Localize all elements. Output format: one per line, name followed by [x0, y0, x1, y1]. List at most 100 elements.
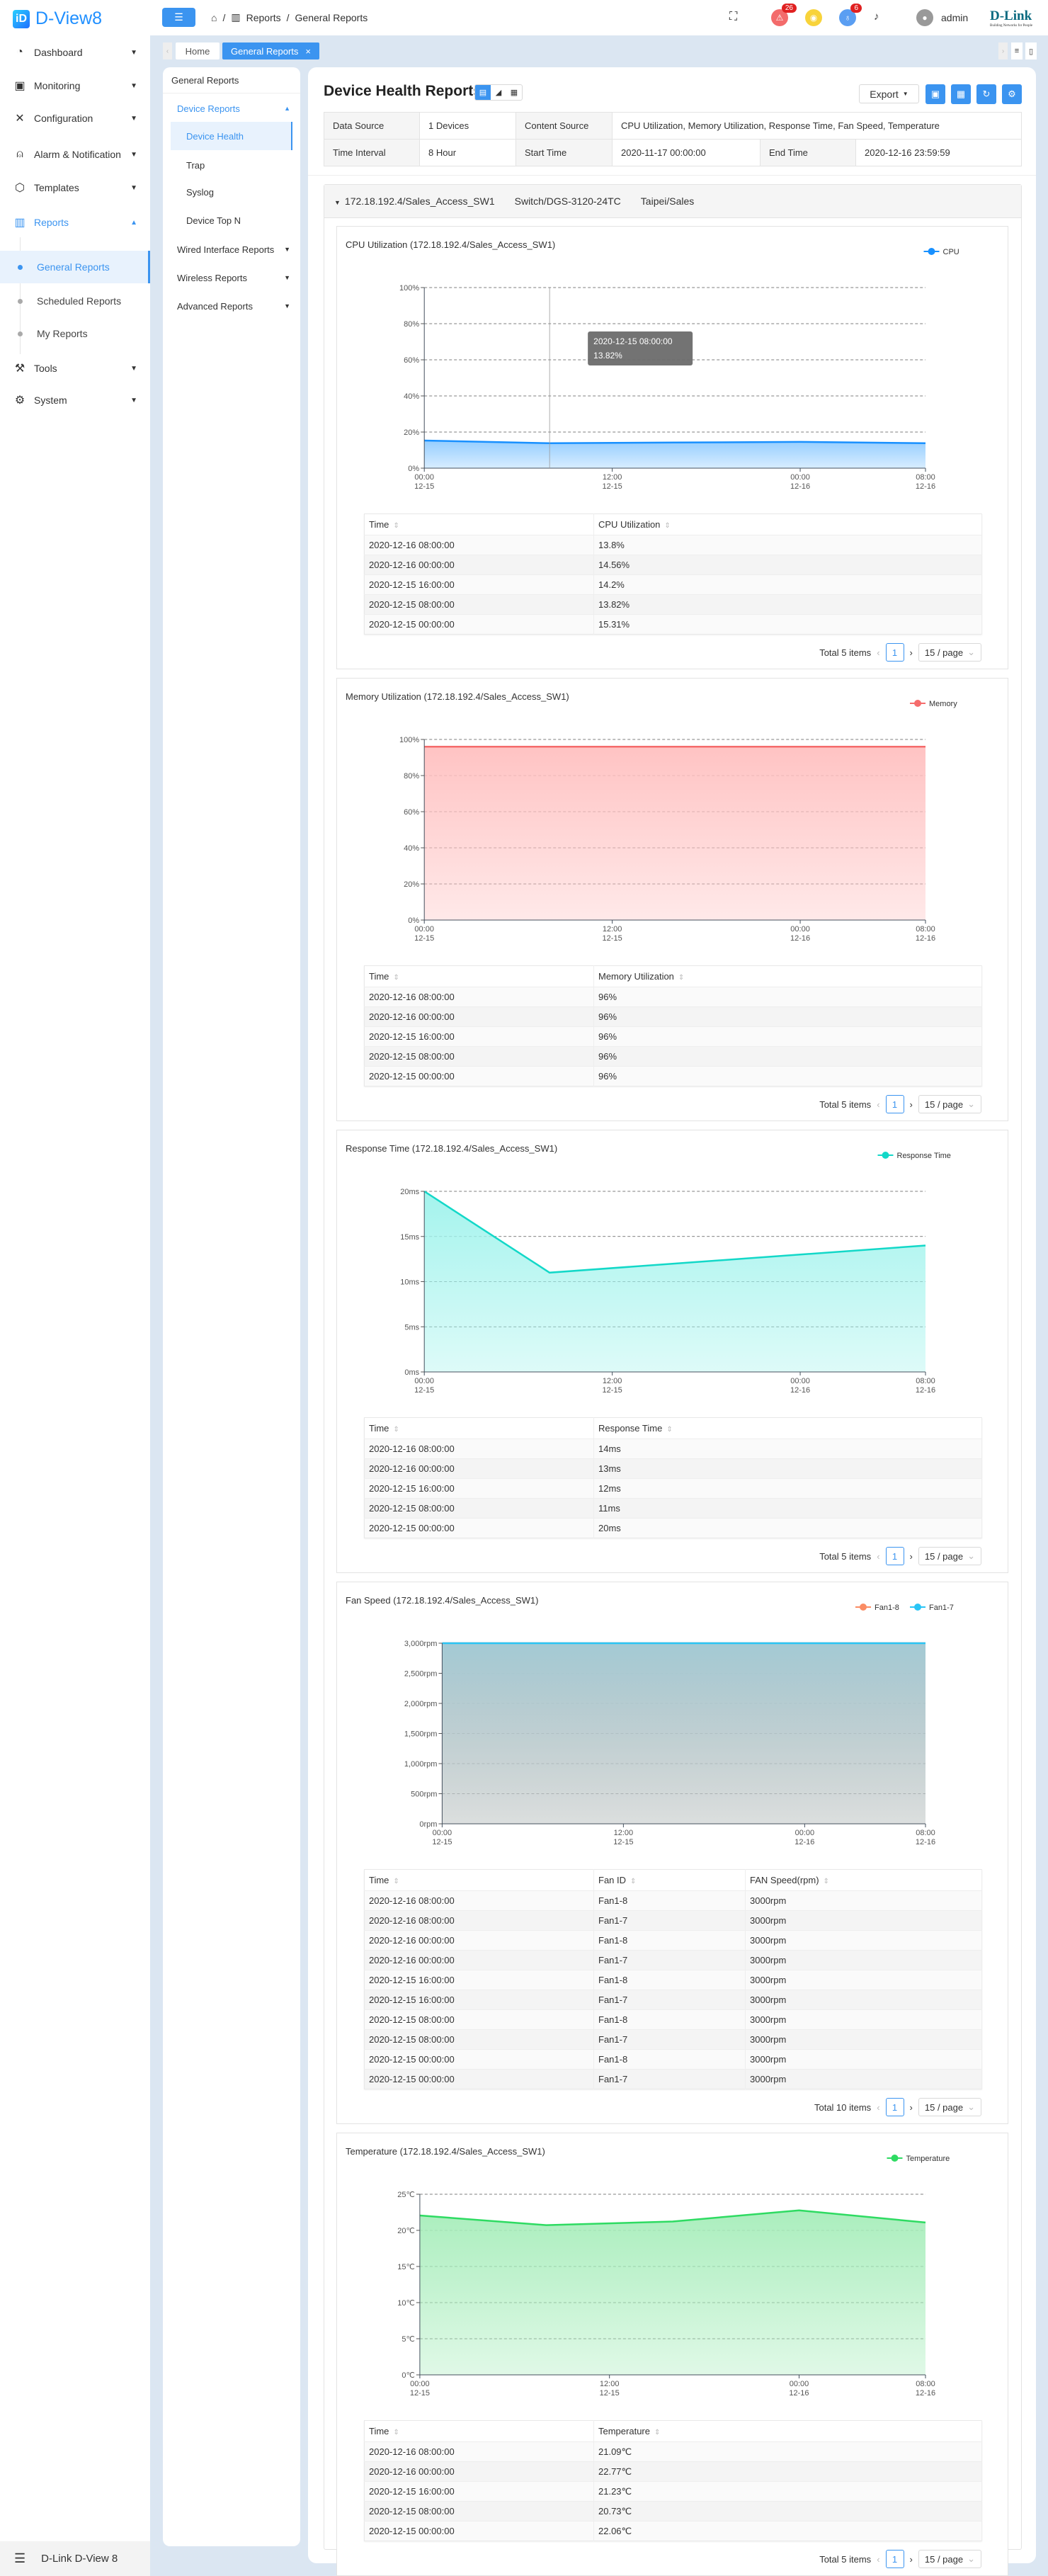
fullscreen-icon[interactable]: ⛶	[729, 11, 738, 23]
sidebar-item-scheduled-reports[interactable]: Scheduled Reports	[0, 285, 150, 317]
collapse-menu-icon[interactable]: ☰	[14, 2551, 26, 2565]
next-page-button[interactable]: ›	[909, 1550, 913, 1562]
home-icon[interactable]: ⌂	[211, 11, 217, 23]
next-page-button[interactable]: ›	[909, 647, 913, 658]
prev-page-button[interactable]: ‹	[877, 1550, 880, 1562]
column-header[interactable]: Response Time ⇕	[593, 1417, 982, 1439]
close-all-tabs-icon[interactable]: ▯	[1025, 42, 1037, 59]
sidebar-item-monitoring[interactable]: ▣ Monitoring ▼	[0, 72, 150, 100]
sidebar-item-tools[interactable]: ⚒ Tools ▼	[0, 354, 150, 382]
sort-icon[interactable]: ⇕	[393, 2429, 399, 2436]
sidebar-item-alarm-notification[interactable]: ⍝ Alarm & Notification ▼	[0, 140, 150, 169]
sort-icon[interactable]: ⇕	[630, 1878, 637, 1885]
column-header[interactable]: Time ⇕	[364, 1417, 594, 1439]
sidebar-item-dashboard[interactable]: ◔ Dashboard ▼	[0, 38, 150, 67]
column-header[interactable]: CPU Utilization ⇕	[593, 514, 982, 535]
sidebar-item-templates[interactable]: ⬡ Templates ▼	[0, 174, 150, 202]
page-size-select[interactable]: 15 / page ⌄	[918, 2098, 981, 2116]
info-bulb-icon[interactable]: ♁ 6	[839, 4, 862, 26]
column-header[interactable]: Fan ID ⇕	[593, 1869, 746, 1891]
next-page-button[interactable]: ›	[909, 2101, 913, 2113]
sidebar-item-label: Monitoring	[34, 80, 81, 91]
tabs-menu-icon[interactable]: ≡	[1011, 42, 1023, 59]
column-header[interactable]: Memory Utilization ⇕	[593, 965, 982, 987]
export-dropdown[interactable]: Export ▼	[859, 84, 919, 103]
table-cell: Fan1-7	[593, 1950, 746, 1970]
sidebar-item-system[interactable]: ⚙ System ▼	[0, 386, 150, 414]
tabs-scroll-right-button[interactable]: ›	[998, 42, 1008, 59]
close-icon[interactable]: ×	[305, 45, 311, 57]
chevron-down-icon: ▼	[130, 183, 137, 192]
subnav-item-device-health[interactable]: Device Health	[171, 122, 292, 150]
x-tick-label-time: 08:00	[916, 925, 935, 934]
sort-icon[interactable]: ⇕	[666, 1426, 673, 1434]
subnav-group-advanced[interactable]: Advanced Reports ▼	[163, 293, 300, 319]
page-number-button[interactable]: 1	[885, 2550, 904, 2568]
warning-bell-icon[interactable]: ◉	[805, 9, 822, 26]
menu-toggle-button[interactable]: ☰	[162, 8, 195, 27]
report-view-icon[interactable]: ▤	[475, 85, 491, 100]
breadcrumb-reports[interactable]: Reports	[246, 11, 281, 23]
subnav-item-trap[interactable]: Trap	[163, 152, 300, 178]
bell-icon[interactable]: ♪	[874, 11, 879, 23]
page-size-select[interactable]: 15 / page ⌄	[918, 1547, 981, 1565]
page-number-button[interactable]: 1	[885, 2098, 904, 2116]
page-number-button[interactable]: 1	[885, 1547, 904, 1565]
next-page-button[interactable]: ›	[909, 2553, 913, 2565]
table-cell: 2020-12-15 08:00:00	[364, 1046, 594, 1067]
sort-icon[interactable]: ⇕	[393, 974, 399, 982]
chevron-down-icon: ▼	[284, 246, 290, 253]
sort-icon[interactable]: ⇕	[654, 2429, 661, 2436]
subnav-group-wired-interface[interactable]: Wired Interface Reports ▼	[163, 236, 300, 263]
subnav-item-device-top-n[interactable]: Device Top N	[163, 207, 300, 234]
subnav-item-syslog[interactable]: Syslog	[163, 178, 300, 205]
app-logo[interactable]: iD D-View8	[13, 8, 102, 29]
prev-page-button[interactable]: ‹	[877, 647, 880, 658]
prev-page-button[interactable]: ‹	[877, 1099, 880, 1110]
end-time-value: 2020-12-16 23:59:59	[855, 139, 1022, 166]
column-header[interactable]: Temperature ⇕	[593, 2420, 982, 2442]
start-time-label: Start Time	[516, 139, 613, 166]
sort-icon[interactable]: ⇕	[393, 1878, 399, 1885]
sort-icon[interactable]: ⇕	[678, 974, 685, 982]
y-tick-label: 5℃	[401, 2335, 414, 2344]
device-header[interactable]: ▼ 172.18.192.4/Sales_Access_SW1 Switch/DG…	[324, 185, 1021, 218]
refresh-button[interactable]: ↻	[976, 84, 996, 104]
subnav-group-wireless[interactable]: Wireless Reports ▼	[163, 264, 300, 291]
column-header[interactable]: Time ⇕	[364, 965, 594, 987]
chart-view-icon[interactable]: ◢	[495, 89, 502, 97]
sidebar-item-reports[interactable]: ▥ Reports ▲	[0, 208, 150, 237]
page-number-button[interactable]: 1	[885, 643, 904, 662]
tabs-scroll-left-button[interactable]: ‹	[163, 42, 172, 59]
save-button[interactable]: ▣	[925, 84, 945, 104]
table-view-icon[interactable]: ▦	[510, 89, 518, 97]
page-number-button[interactable]: 1	[885, 1095, 904, 1113]
table-cell: 3000rpm	[745, 2029, 982, 2050]
column-header[interactable]: Time ⇕	[364, 2420, 594, 2442]
sort-icon[interactable]: ⇕	[393, 1426, 399, 1434]
user-name[interactable]: admin	[941, 12, 969, 23]
tab-home[interactable]: Home	[176, 42, 220, 59]
page-size-select[interactable]: 15 / page ⌄	[918, 1095, 981, 1113]
prev-page-button[interactable]: ‹	[877, 2101, 880, 2113]
sidebar-item-my-reports[interactable]: My Reports	[0, 317, 150, 350]
column-header[interactable]: Time ⇕	[364, 514, 594, 535]
sidebar-item-general-reports[interactable]: General Reports	[0, 251, 150, 283]
tab-general-reports[interactable]: General Reports ×	[222, 42, 319, 59]
page-size-select[interactable]: 15 / page ⌄	[918, 2550, 981, 2568]
alarm-icon[interactable]: ⚠ 26	[771, 4, 797, 26]
prev-page-button[interactable]: ‹	[877, 2553, 880, 2565]
column-header[interactable]: FAN Speed(rpm) ⇕	[745, 1869, 982, 1891]
sidebar-item-configuration[interactable]: ✕ Configuration ▼	[0, 104, 150, 132]
sort-icon[interactable]: ⇕	[823, 1878, 829, 1885]
settings-button[interactable]: ⚙	[1002, 84, 1022, 104]
next-page-button[interactable]: ›	[909, 1099, 913, 1110]
sort-icon[interactable]: ⇕	[664, 522, 671, 530]
column-header[interactable]: Time ⇕	[364, 1869, 594, 1891]
schedule-button[interactable]: ▦	[951, 84, 971, 104]
subnav-group-device-reports[interactable]: Device Reports ▲	[163, 95, 300, 122]
sort-icon[interactable]: ⇕	[393, 522, 399, 530]
legend-label: CPU	[943, 248, 959, 256]
page-size-select[interactable]: 15 / page ⌄	[918, 643, 981, 662]
avatar[interactable]: ●	[916, 9, 933, 26]
